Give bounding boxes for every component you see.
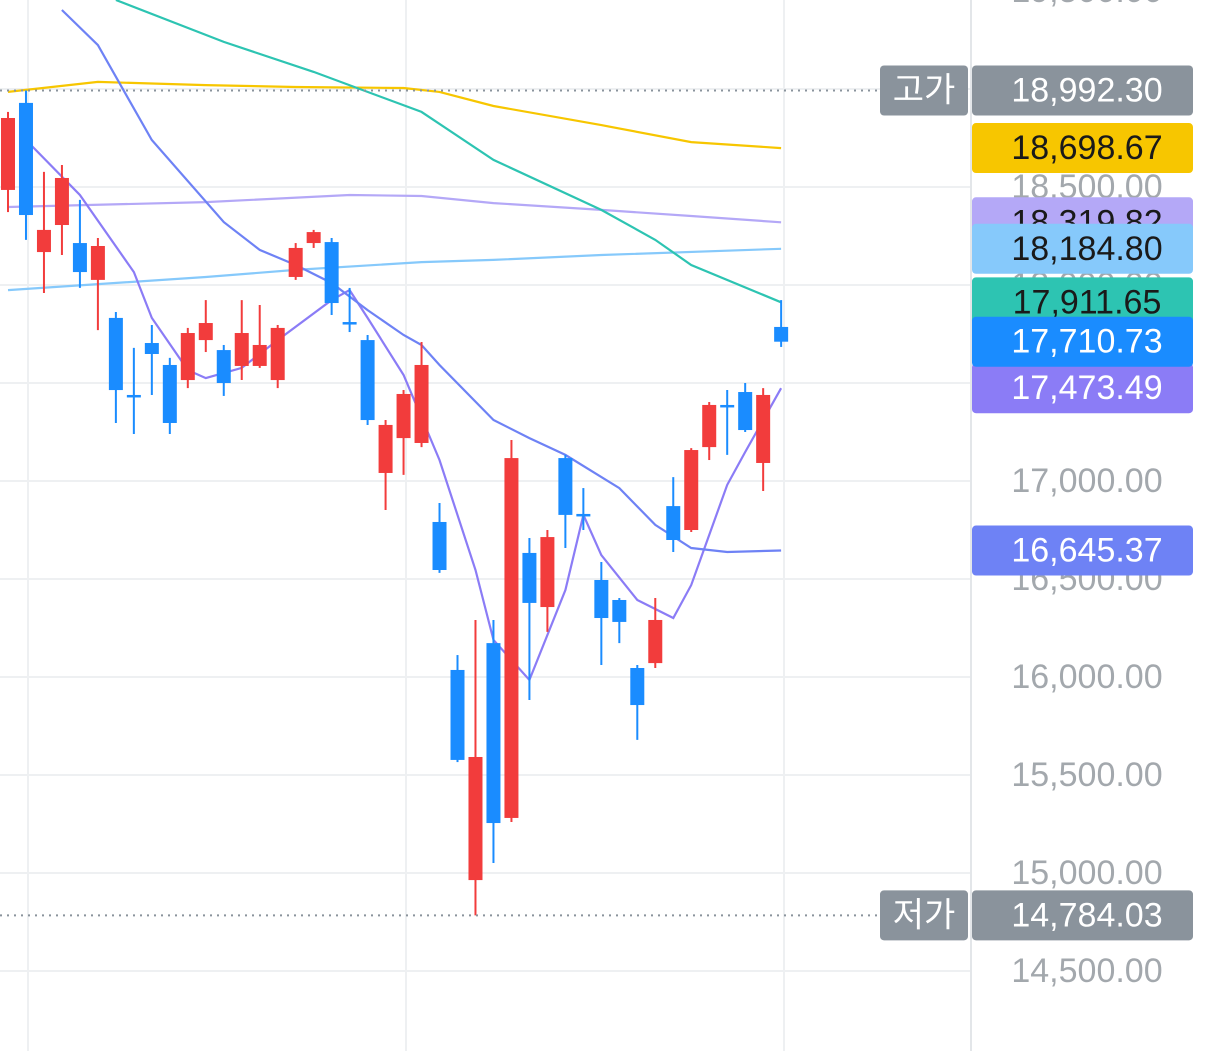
candle-body bbox=[216, 350, 231, 384]
candle-body bbox=[486, 643, 501, 824]
candle-body bbox=[504, 458, 519, 818]
candle-body bbox=[630, 667, 645, 706]
annotation-tag bbox=[880, 65, 968, 116]
ma-badge bbox=[972, 525, 1193, 576]
y-tick-label: 14,500.00 bbox=[1011, 952, 1162, 990]
ma-line bbox=[7, 193, 782, 224]
price-badge bbox=[972, 890, 1193, 941]
candle-body bbox=[180, 333, 195, 381]
candle-body bbox=[738, 392, 753, 431]
candle-body bbox=[702, 404, 717, 448]
candle-body bbox=[648, 619, 663, 664]
candle-body bbox=[36, 229, 51, 253]
candle-body bbox=[360, 340, 375, 421]
y-tick-label: 19,500.00 bbox=[1011, 0, 1162, 10]
ma-badge-label: 17,911.65 bbox=[1013, 283, 1162, 321]
annotation-tag bbox=[880, 890, 968, 941]
candle-body bbox=[270, 327, 285, 381]
candle-body bbox=[72, 243, 87, 273]
candle-body bbox=[18, 102, 33, 216]
candle-body bbox=[252, 344, 267, 366]
ma-badge-label: 16,645.37 bbox=[1011, 532, 1162, 570]
ma-line bbox=[115, 0, 782, 304]
candle-body bbox=[342, 322, 357, 325]
candle-body bbox=[414, 364, 429, 443]
candle-body bbox=[540, 537, 555, 608]
price-badge-label: 14,784.03 bbox=[1011, 896, 1162, 934]
candle-body bbox=[90, 245, 105, 280]
ma-badge bbox=[972, 363, 1193, 414]
ma-badge-label: 17,473.49 bbox=[1011, 369, 1162, 407]
candle-body bbox=[396, 393, 411, 439]
candle-body bbox=[1, 117, 15, 190]
candle-body bbox=[162, 364, 177, 423]
candle-body bbox=[594, 579, 609, 619]
candle-body bbox=[54, 177, 69, 226]
candle-body bbox=[450, 669, 465, 760]
ma-badge bbox=[972, 123, 1193, 174]
y-tick-label: 16,000.00 bbox=[1011, 658, 1162, 696]
ma-badge bbox=[972, 277, 1193, 328]
candle-body bbox=[522, 552, 537, 603]
candle-body bbox=[720, 404, 735, 408]
candle-body bbox=[126, 394, 141, 398]
price-badge bbox=[972, 65, 1193, 116]
price-axis: 14,500.0015,000.0015,500.0016,000.0016,5… bbox=[880, 0, 1193, 990]
y-tick-label: 17,000.00 bbox=[1011, 462, 1162, 500]
candle-body bbox=[576, 513, 591, 517]
candle-body bbox=[288, 247, 303, 277]
candle-body bbox=[756, 394, 771, 463]
candle-body bbox=[468, 756, 483, 881]
candle-body bbox=[234, 333, 249, 366]
current-price-badge bbox=[972, 316, 1193, 367]
annotation-text: 저가 bbox=[893, 896, 956, 934]
candle-body bbox=[144, 343, 159, 354]
plot-area bbox=[0, 0, 880, 917]
ma-badge-label: 18,698.67 bbox=[1011, 129, 1162, 167]
candle-body bbox=[198, 323, 213, 341]
candle-body bbox=[306, 232, 321, 244]
candle-body bbox=[378, 424, 393, 473]
price-badge-label: 18,992.30 bbox=[1011, 71, 1162, 109]
y-tick-label: 15,500.00 bbox=[1011, 756, 1162, 794]
annotation-text: 고가 bbox=[893, 71, 956, 109]
candle-body bbox=[432, 521, 447, 570]
candle-body bbox=[612, 599, 627, 622]
candle-body bbox=[558, 458, 573, 515]
candle-body bbox=[108, 317, 123, 391]
candle-body bbox=[324, 242, 339, 304]
ma-badge-label: 18,184.80 bbox=[1011, 230, 1162, 268]
y-tick-label: 15,000.00 bbox=[1011, 854, 1162, 892]
current-price-label: 17,710.73 bbox=[1011, 323, 1162, 361]
ma-line bbox=[7, 247, 782, 292]
ma-badge bbox=[972, 223, 1193, 274]
candle-body bbox=[774, 326, 789, 342]
grid bbox=[0, 87, 970, 973]
candle-body bbox=[666, 506, 681, 541]
candle-body bbox=[684, 450, 699, 531]
